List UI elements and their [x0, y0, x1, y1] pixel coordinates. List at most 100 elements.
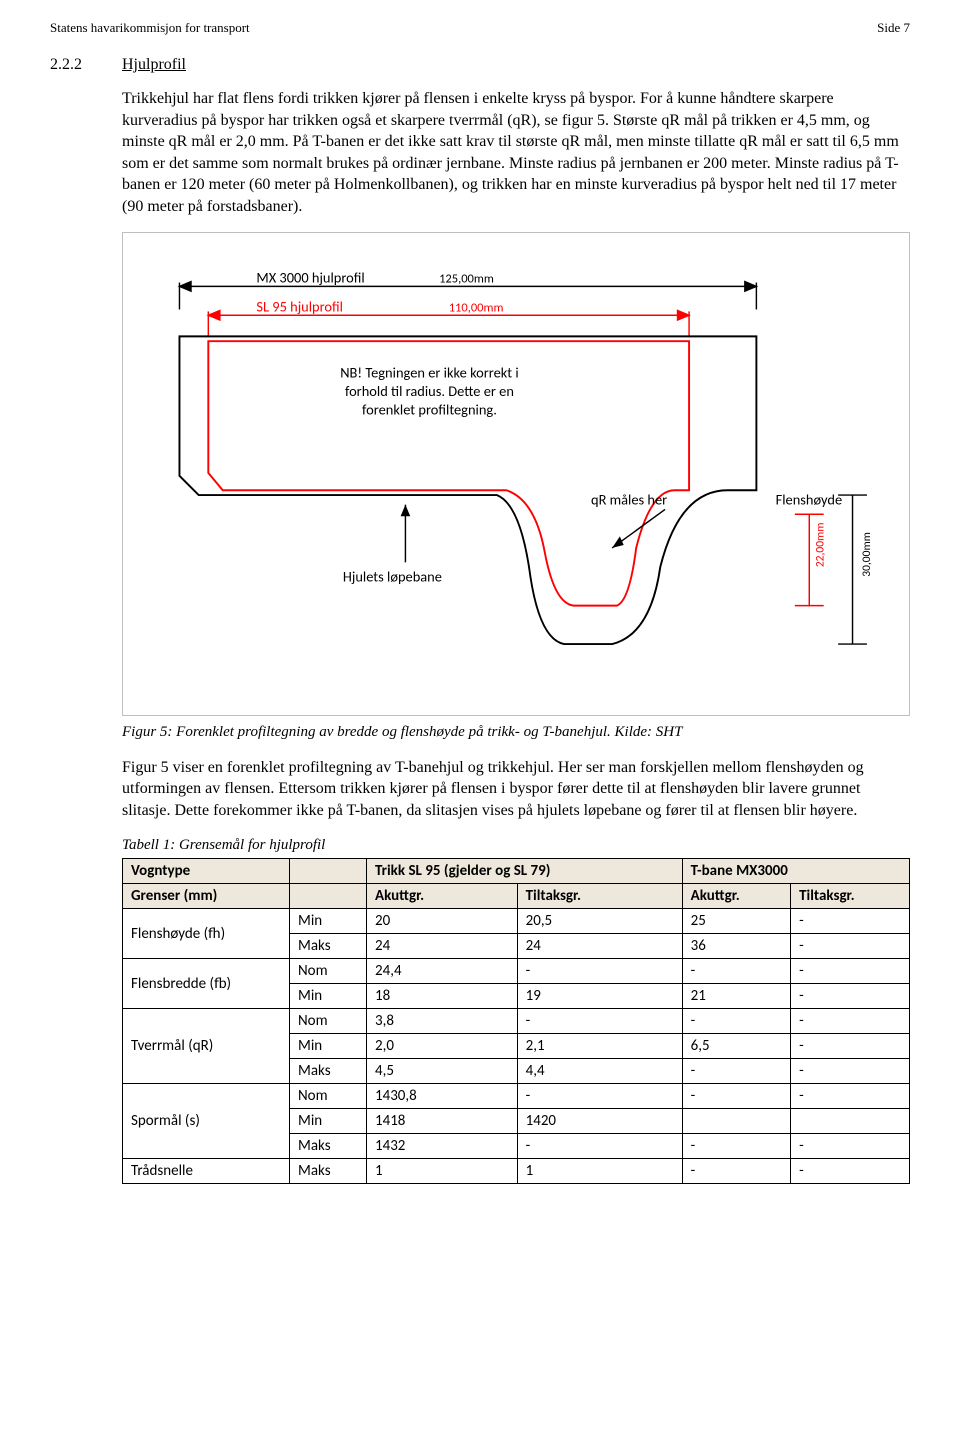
cell: Min: [290, 1109, 367, 1134]
cell: Maks: [290, 1059, 367, 1084]
cell: 6,5: [682, 1034, 791, 1059]
table-row: Flensbredde (fb)Nom24,4---: [123, 959, 910, 984]
cell: 1430,8: [367, 1084, 518, 1109]
section-heading: 2.2.2 Hjulprofil: [50, 56, 910, 74]
fig-flenshoyde-label: Flenshøyde: [776, 490, 843, 508]
cell: -: [791, 1034, 910, 1059]
cell: -: [517, 1134, 682, 1159]
cell: Min: [290, 984, 367, 1009]
th: [290, 859, 367, 884]
row-group-label: Flenshøyde (fh): [123, 909, 290, 959]
fig-mx-label: MX 3000 hjulprofil: [256, 268, 364, 286]
cell: -: [791, 909, 910, 934]
cell: 19: [517, 984, 682, 1009]
cell: 2,0: [367, 1034, 518, 1059]
cell: 25: [682, 909, 791, 934]
table-header-row-1: Vogntype Trikk SL 95 (gjelder og SL 79) …: [123, 859, 910, 884]
paragraph-2: Figur 5 viser en forenklet profiltegning…: [122, 757, 910, 822]
fig-note: NB! Tegningen er ikke korrekt i forhold …: [324, 365, 536, 419]
paragraph-1: Trikkehjul har flat flens fordi trikken …: [122, 88, 910, 218]
cell: -: [517, 1084, 682, 1109]
cell: Nom: [290, 1009, 367, 1034]
cell: 1: [517, 1159, 682, 1184]
section-number: 2.2.2: [50, 56, 122, 74]
fig-black-height: 30,00mm: [860, 532, 874, 577]
cell: -: [682, 1134, 791, 1159]
cell: 21: [682, 984, 791, 1009]
th: Trikk SL 95 (gjelder og SL 79): [367, 859, 683, 884]
cell: Maks: [290, 1134, 367, 1159]
body: Trikkehjul har flat flens fordi trikken …: [122, 88, 910, 1184]
cell: 1432: [367, 1134, 518, 1159]
fig-red-height: 22,00mm: [814, 522, 828, 567]
cell: 1418: [367, 1109, 518, 1134]
cell: Nom: [290, 1084, 367, 1109]
table-1-caption: Tabell 1: Grensemål for hjulprofil: [122, 837, 910, 854]
cell: Nom: [290, 959, 367, 984]
cell: -: [517, 959, 682, 984]
fig-lopebane-label: Hjulets løpebane: [343, 567, 442, 585]
fig-qr-label: qR måles her: [591, 490, 667, 508]
section-title: Hjulprofil: [122, 56, 186, 74]
fig-sl-dim: 110,00mm: [449, 300, 504, 315]
th: Grenser (mm): [123, 884, 290, 909]
th: [290, 884, 367, 909]
table-row: Tverrmål (qR)Nom3,8---: [123, 1009, 910, 1034]
figure-5-caption: Figur 5: Forenklet profiltegning av bred…: [122, 724, 910, 741]
table-row: Spormål (s)Nom1430,8---: [123, 1084, 910, 1109]
cell: -: [791, 934, 910, 959]
fig-mx-dim: 125,00mm: [439, 271, 494, 286]
fig-sl-label: SL 95 hjulprofil: [256, 297, 343, 315]
cell: 4,5: [367, 1059, 518, 1084]
table-row: TrådsnelleMaks11--: [123, 1159, 910, 1184]
cell: Maks: [290, 934, 367, 959]
th: T-bane MX3000: [682, 859, 909, 884]
cell: 20,5: [517, 909, 682, 934]
cell: 36: [682, 934, 791, 959]
row-group-label: Spormål (s): [123, 1084, 290, 1159]
cell: -: [791, 959, 910, 984]
cell: 1: [367, 1159, 518, 1184]
cell: -: [682, 959, 791, 984]
row-group-label: Flensbredde (fb): [123, 959, 290, 1009]
table-1: Vogntype Trikk SL 95 (gjelder og SL 79) …: [122, 858, 910, 1184]
cell: -: [791, 1159, 910, 1184]
th: Akuttgr.: [367, 884, 518, 909]
cell: 1420: [517, 1109, 682, 1134]
cell: 24,4: [367, 959, 518, 984]
cell: 24: [517, 934, 682, 959]
row-group-label: Trådsnelle: [123, 1159, 290, 1184]
cell: 4,4: [517, 1059, 682, 1084]
th: Tiltaksgr.: [517, 884, 682, 909]
page-header: Statens havarikommisjon for transport Si…: [50, 20, 910, 36]
cell: -: [791, 984, 910, 1009]
cell: -: [791, 1009, 910, 1034]
row-group-label: Tverrmål (qR): [123, 1009, 290, 1084]
th: Tiltaksgr.: [791, 884, 910, 909]
cell: [791, 1109, 910, 1134]
cell: Maks: [290, 1159, 367, 1184]
table-header-row-2: Grenser (mm) Akuttgr. Tiltaksgr. Akuttgr…: [123, 884, 910, 909]
header-left: Statens havarikommisjon for transport: [50, 20, 250, 36]
cell: -: [682, 1009, 791, 1034]
cell: 3,8: [367, 1009, 518, 1034]
cell: Min: [290, 909, 367, 934]
cell: 2,1: [517, 1034, 682, 1059]
th: Vogntype: [123, 859, 290, 884]
cell: Min: [290, 1034, 367, 1059]
header-right: Side 7: [877, 20, 910, 36]
cell: -: [682, 1084, 791, 1109]
figure-svg: MX 3000 hjulprofil 125,00mm SL 95 hjulpr…: [141, 251, 891, 691]
cell: 18: [367, 984, 518, 1009]
th: Akuttgr.: [682, 884, 791, 909]
cell: -: [791, 1134, 910, 1159]
cell: 20: [367, 909, 518, 934]
cell: -: [682, 1159, 791, 1184]
cell: -: [517, 1009, 682, 1034]
cell: -: [682, 1059, 791, 1084]
cell: -: [791, 1084, 910, 1109]
cell: -: [791, 1059, 910, 1084]
cell: 24: [367, 934, 518, 959]
figure-5: MX 3000 hjulprofil 125,00mm SL 95 hjulpr…: [122, 232, 910, 716]
table-row: Flenshøyde (fh)Min2020,525-: [123, 909, 910, 934]
